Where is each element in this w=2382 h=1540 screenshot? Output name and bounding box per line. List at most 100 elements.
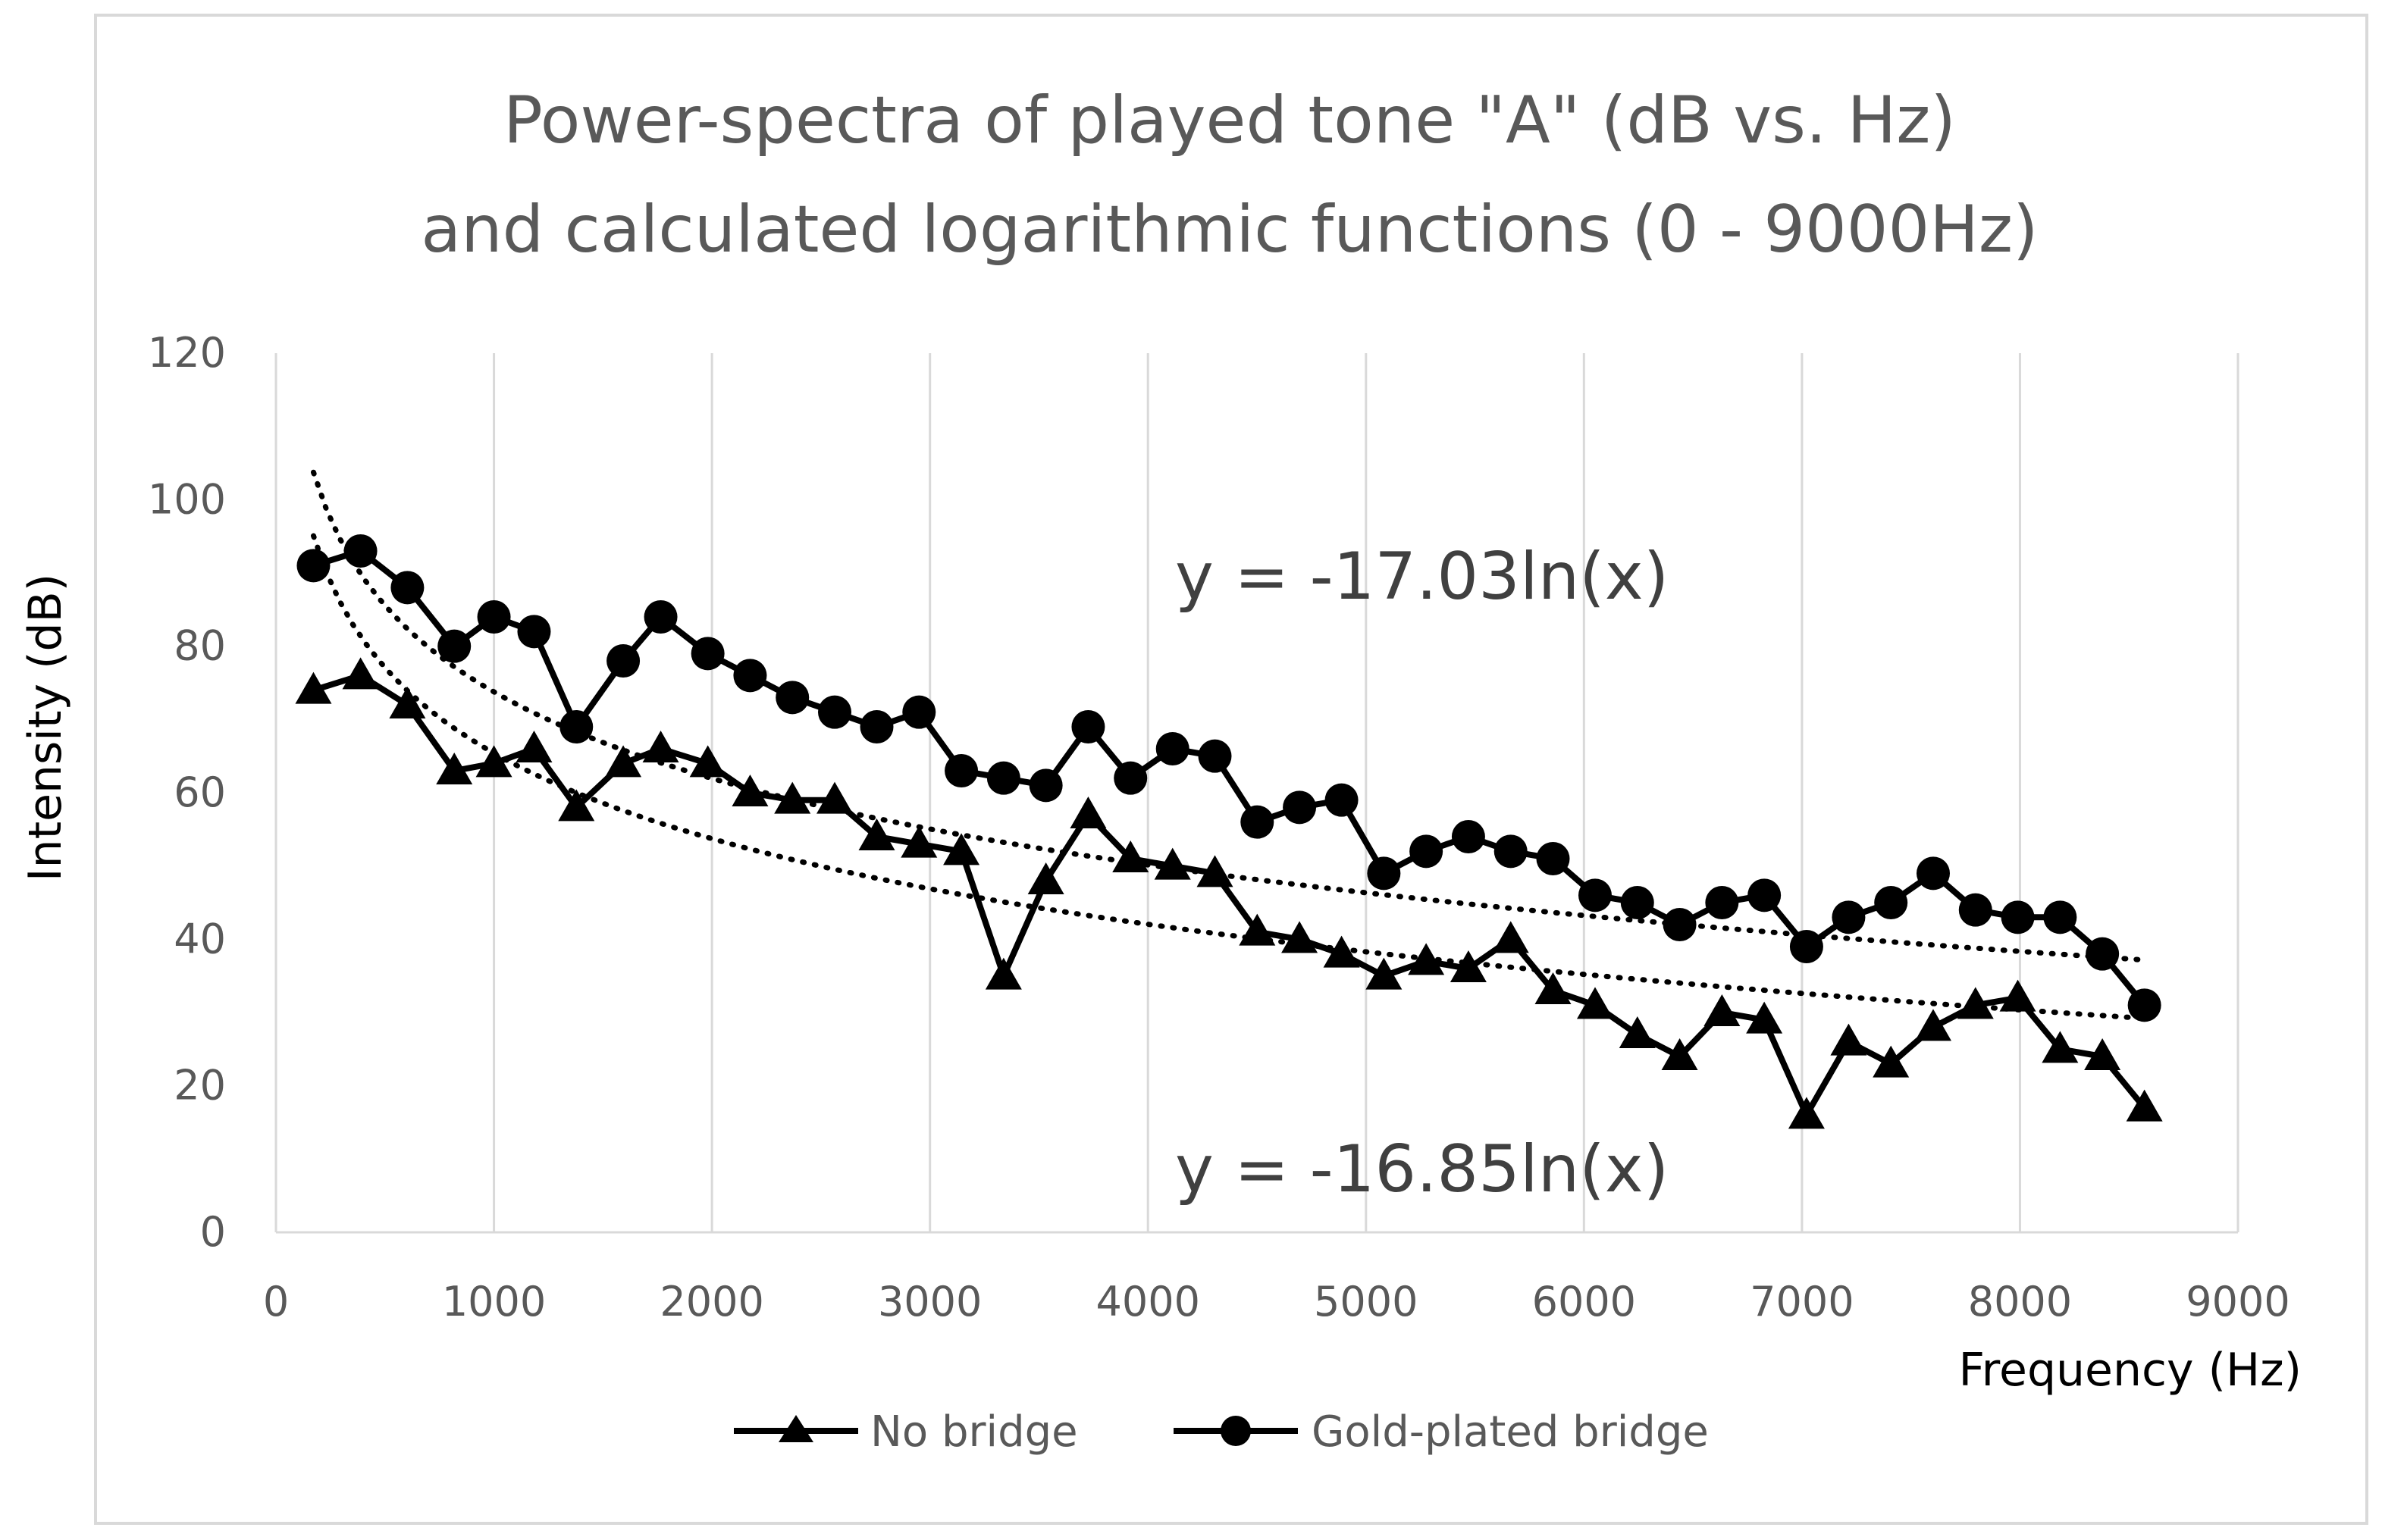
point-no-bridge-30 [1576,987,1613,1019]
trendline-layer [311,469,2148,1022]
point-gold-plated-bridge-7 [606,644,641,678]
point-gold-plated-bridge-37 [1874,886,1908,919]
y-axis-label: Intensity (dB) [19,574,72,881]
point-no-bridge-10 [732,775,769,806]
y-tick-label-100: 100 [148,475,226,523]
point-no-bridge-5 [516,731,553,762]
x-tick-label-6000: 6000 [1532,1278,1636,1326]
point-no-bridge-15 [943,833,980,865]
point-no-bridge-19 [1112,840,1149,872]
point-gold-plated-bridge-20 [1155,732,1189,765]
point-no-bridge-39 [1957,987,1994,1019]
point-no-bridge-12 [816,781,854,814]
x-tick-label-3000: 3000 [878,1278,982,1326]
x-tick-label-4000: 4000 [1096,1278,1200,1326]
trendline-equation-gold: y = -17.03ln(x) [1175,539,1669,615]
point-gold-plated-bridge-5 [517,615,551,649]
point-no-bridge-36 [1830,1023,1867,1056]
point-no-bridge-21 [1196,855,1233,887]
chart-title-line-1: Power-spectra of played tone "A" (dB vs.… [503,83,1956,158]
point-gold-plated-bridge-6 [559,710,594,743]
x-tick-label-9000: 9000 [2186,1278,2290,1326]
point-no-bridge-6 [558,789,595,822]
legend-label-gold-plated-bridge: Gold-plated bridge [1312,1407,1709,1457]
point-gold-plated-bridge-24 [1324,783,1359,817]
point-no-bridge-25 [1365,957,1403,990]
point-no-bridge-40 [1999,979,2036,1012]
point-gold-plated-bridge-15 [945,754,979,787]
point-no-bridge-8 [642,731,679,762]
trendline-1 [311,533,2148,1022]
point-gold-plated-bridge-10 [733,659,767,693]
x-tick-label-7000: 7000 [1750,1278,1854,1326]
point-gold-plated-bridge-35 [1789,930,1823,963]
x-tick-label-1000: 1000 [442,1278,546,1326]
y-tick-label-40: 40 [174,915,226,962]
point-gold-plated-bridge-32 [1663,908,1697,941]
point-gold-plated-bridge-16 [986,761,1020,795]
x-tick-label-5000: 5000 [1314,1278,1418,1326]
point-gold-plated-bridge-42 [2086,937,2120,971]
point-gold-plated-bridge-3 [437,629,472,663]
point-gold-plated-bridge-12 [818,695,852,729]
legend-triangle-marker-icon [779,1415,813,1442]
x-axis-label: Frequency (Hz) [1959,1344,2302,1397]
point-gold-plated-bridge-41 [2043,900,2077,934]
trendline-equation-no-bridge: y = -16.85ln(x) [1175,1132,1669,1207]
point-gold-plated-bridge-29 [1536,842,1570,875]
point-no-bridge-33 [1703,994,1741,1026]
point-gold-plated-bridge-28 [1493,834,1528,869]
point-no-bridge-11 [774,781,811,814]
point-no-bridge-17 [1027,862,1064,894]
point-no-bridge-22 [1239,913,1276,946]
point-no-bridge-26 [1408,943,1445,975]
point-gold-plated-bridge-9 [691,637,725,671]
point-no-bridge-43 [2126,1089,2163,1122]
point-gold-plated-bridge-23 [1283,790,1317,825]
legend-item-gold-plated-bridge[interactable]: Gold-plated bridge [1174,1407,1709,1457]
point-gold-plated-bridge-25 [1367,856,1401,891]
point-no-bridge-29 [1534,972,1572,1004]
point-gold-plated-bridge-14 [902,695,936,729]
point-gold-plated-bridge-33 [1705,886,1739,919]
point-no-bridge-41 [2042,1031,2079,1063]
point-gold-plated-bridge-0 [296,549,331,583]
point-gold-plated-bridge-19 [1114,761,1148,795]
point-gold-plated-bridge-1 [343,534,378,568]
point-gold-plated-bridge-4 [477,600,511,634]
x-tick-label-8000: 8000 [1968,1278,2072,1326]
legend: No bridge Gold-plated bridge [734,1407,1709,1457]
point-gold-plated-bridge-36 [1832,900,1866,934]
legend-circle-marker-icon [1221,1416,1251,1446]
point-no-bridge-35 [1788,1097,1825,1129]
trendline-0 [311,469,2148,963]
point-no-bridge-20 [1154,847,1191,880]
point-no-bridge-14 [901,825,938,858]
x-tick-label-2000: 2000 [660,1278,763,1326]
y-tick-label-60: 60 [174,768,226,816]
point-no-bridge-0 [295,671,332,704]
grid-layer [493,353,2239,1232]
point-no-bridge-9 [689,745,726,778]
point-no-bridge-31 [1619,1016,1656,1048]
point-no-bridge-1 [342,657,379,690]
legend-item-no-bridge[interactable]: No bridge [734,1407,1078,1457]
point-gold-plated-bridge-40 [2001,900,2035,934]
point-gold-plated-bridge-18 [1071,710,1105,743]
point-gold-plated-bridge-27 [1451,820,1485,853]
point-gold-plated-bridge-22 [1240,805,1274,839]
y-tick-label-80: 80 [174,622,226,670]
point-gold-plated-bridge-34 [1747,878,1782,912]
point-gold-plated-bridge-17 [1029,768,1063,803]
point-no-bridge-18 [1070,797,1107,828]
point-gold-plated-bridge-11 [776,681,810,715]
point-gold-plated-bridge-26 [1409,834,1443,869]
point-gold-plated-bridge-2 [390,571,425,605]
point-gold-plated-bridge-21 [1198,739,1232,773]
chart-title-line-2: and calculated logarithmic functions (0 … [421,192,2038,268]
point-no-bridge-42 [2084,1038,2121,1070]
legend-label-no-bridge: No bridge [870,1407,1078,1457]
y-tick-label-0: 0 [200,1208,226,1256]
